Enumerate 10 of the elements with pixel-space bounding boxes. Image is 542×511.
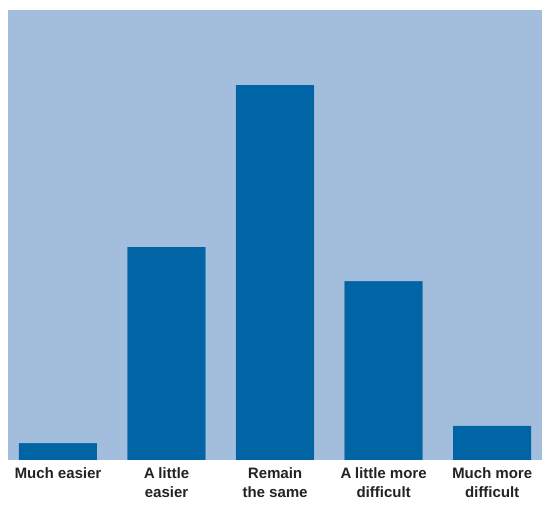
- x-tick-label: Much easier: [14, 465, 102, 482]
- x-tick-label: A little easier: [144, 465, 190, 501]
- bar: [127, 247, 206, 460]
- x-tick-label: A little more difficult: [340, 465, 427, 501]
- bar: [453, 426, 532, 460]
- x-tick-label: Much more difficult: [452, 465, 532, 501]
- x-tick-label: Remain the same: [242, 465, 308, 501]
- bar: [18, 443, 97, 460]
- bar: [236, 85, 314, 460]
- bar: [344, 281, 423, 460]
